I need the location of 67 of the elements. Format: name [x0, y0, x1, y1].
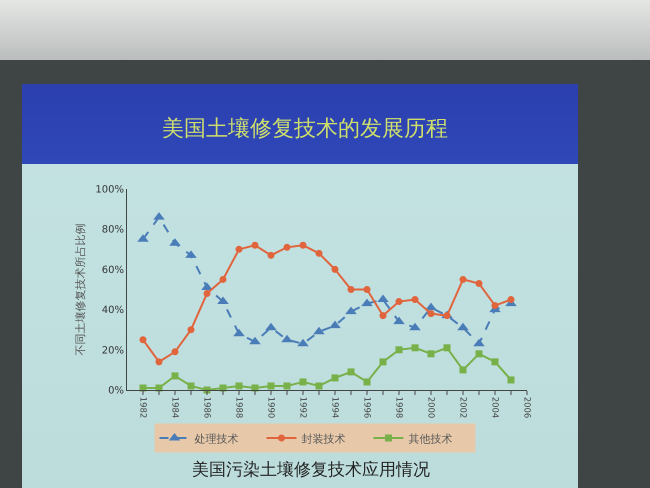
- x-tick-label: 1994: [329, 396, 340, 418]
- chart-title: 美国土壤修复技术的发展历程: [162, 116, 448, 142]
- legend-label: 处理技术: [194, 432, 238, 446]
- point: [236, 382, 242, 390]
- point: [364, 378, 370, 386]
- x-tick-label: 1982: [137, 396, 148, 418]
- point: [412, 344, 418, 352]
- point: [284, 382, 290, 390]
- x-tick-label: 1996: [361, 396, 372, 418]
- legend-label: 其他技术: [408, 432, 452, 446]
- point: [300, 378, 306, 386]
- y-tick-label: 40%: [102, 305, 124, 316]
- x-tick-label: 1984: [169, 396, 180, 418]
- x-tick-label: 2006: [521, 396, 532, 418]
- x-tick-label: 1992: [297, 396, 308, 418]
- point: [348, 286, 354, 293]
- point: [252, 242, 258, 249]
- x-tick-label: 2000: [425, 396, 436, 418]
- point: [268, 382, 274, 390]
- point: [204, 290, 210, 298]
- y-tick-label: 100%: [95, 184, 124, 196]
- y-axis-title: 不同土壤修复技术所占比例: [74, 224, 88, 356]
- point: [316, 250, 322, 257]
- point: [220, 276, 226, 283]
- point: [172, 348, 178, 356]
- point: [476, 350, 482, 358]
- x-tick-label: 2002: [457, 396, 468, 418]
- point: [396, 298, 402, 306]
- point: [188, 382, 194, 390]
- point: [348, 368, 354, 376]
- point: [492, 302, 498, 310]
- point: [380, 358, 386, 366]
- x-tick-label: 1990: [265, 396, 276, 418]
- point: [268, 252, 274, 259]
- text: 美国污染土壤修复技术应用情况: [192, 460, 430, 480]
- point: [444, 344, 450, 352]
- point: [172, 372, 178, 380]
- x-tick-label: 1998: [393, 396, 404, 418]
- point: [508, 296, 514, 304]
- point: [428, 310, 434, 318]
- y-tick-label: 20%: [102, 345, 124, 356]
- point: [332, 374, 338, 382]
- point: [508, 376, 514, 384]
- point: [188, 326, 194, 334]
- point: [412, 296, 418, 304]
- point: [156, 358, 162, 366]
- point: [428, 350, 434, 358]
- y-tick-label: 60%: [102, 264, 124, 276]
- x-tick-label: 1986: [201, 396, 212, 418]
- point: [492, 358, 498, 366]
- point: [460, 276, 466, 283]
- point: [316, 382, 322, 390]
- point: [236, 246, 242, 253]
- point: [300, 242, 306, 249]
- point: [396, 346, 402, 354]
- point: [364, 286, 370, 293]
- legend-label: 封装技术: [302, 432, 346, 446]
- point: [284, 244, 290, 251]
- y-tick-label: 0%: [108, 386, 124, 396]
- y-tick-label: 80%: [102, 224, 124, 236]
- x-tick-label: 2004: [489, 396, 500, 418]
- x-tick-label: 1988: [233, 396, 244, 418]
- point: [140, 336, 146, 344]
- point: [476, 280, 482, 287]
- point: [380, 312, 386, 320]
- point: [460, 366, 466, 374]
- point: [332, 266, 338, 273]
